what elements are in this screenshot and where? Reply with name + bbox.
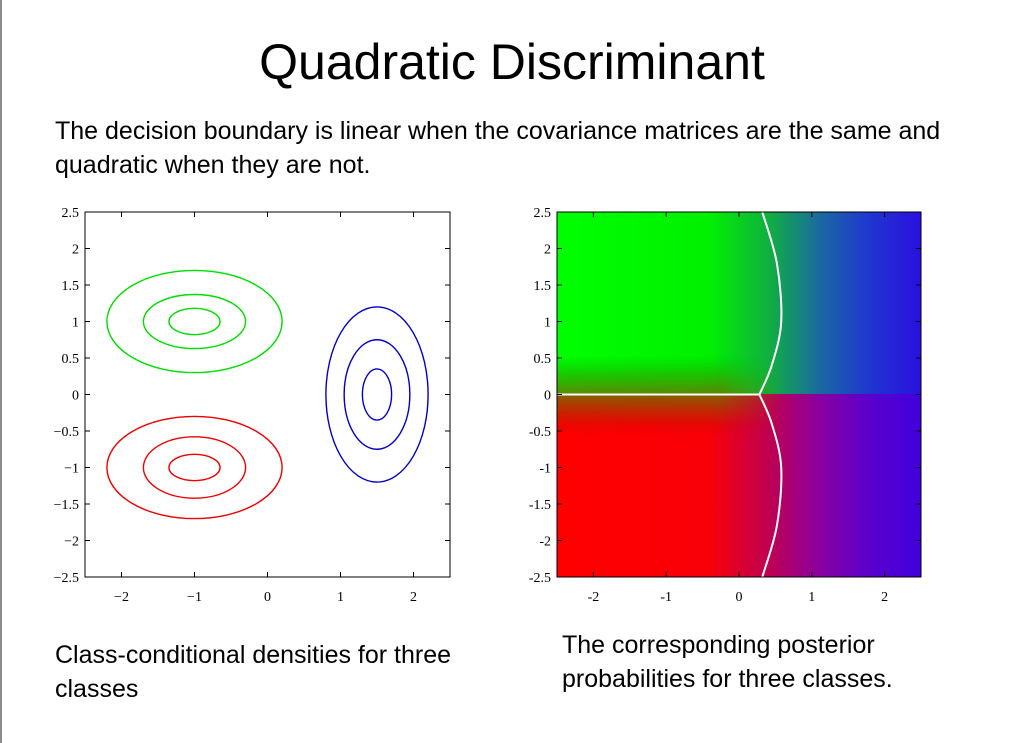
contour-class-3-level-2 — [343, 339, 411, 450]
y-tick-label: 1 — [544, 316, 551, 331]
caption-right: The corresponding posterior probabilitie… — [562, 631, 893, 693]
x-tick-label: 2 — [410, 590, 417, 605]
y-tick-label: 0.5 — [62, 352, 80, 367]
slide-title: Quadratic Discriminant — [259, 34, 765, 90]
contour-class-2-level-3 — [168, 453, 221, 482]
x-tick-label: −1 — [187, 590, 202, 605]
x-tick-label: −2 — [114, 590, 129, 605]
x-tick-label: 0 — [736, 590, 743, 605]
contour-plot: −2 −1 0 1 2 2.5 2 1.5 1 0.5 0 −0.5 −1 −1.5 −2 −2.5 — [54, 206, 451, 605]
contour-class-3-level-1 — [325, 306, 429, 483]
posterior-plot: -2 -1 0 1 2 2.5 2 1.5 1 0.5 0 -0.5 -1 -1.5 -2 -2.5 — [529, 206, 922, 605]
decision-boundary-2 — [758, 211, 783, 395]
y-tick-label: -0.5 — [529, 425, 551, 440]
y-tick-label: 1 — [72, 316, 79, 331]
x-tick-label: 0 — [264, 590, 271, 605]
posterior-heatmap — [557, 212, 921, 577]
contour-class-1-level-3 — [168, 307, 221, 336]
y-tick-label: -2.5 — [529, 571, 551, 586]
y-tick-label: −1.5 — [54, 498, 79, 513]
y-tick-label: 1.5 — [534, 279, 552, 294]
contour-class-2-level-2 — [142, 436, 247, 499]
decision-boundary-3 — [758, 394, 783, 578]
contour-class-1-level-2 — [142, 293, 247, 350]
y-tick-label: -1 — [539, 462, 551, 477]
contour-plot-frame — [84, 211, 451, 578]
x-tick-label: -1 — [660, 590, 672, 605]
x-tick-label: 1 — [808, 590, 815, 605]
slide-left-border — [0, 0, 2, 743]
y-tick-label: 2.5 — [62, 206, 80, 221]
x-tick-label: 2 — [881, 590, 888, 605]
caption-left: Class-conditional densities for three cl… — [55, 641, 452, 703]
y-tick-label: -2 — [539, 535, 551, 550]
y-tick-label: 2 — [72, 243, 79, 258]
y-tick-label: −2 — [64, 535, 79, 550]
contour-class-2-level-1 — [106, 415, 283, 520]
contour-class-1-level-1 — [106, 269, 283, 374]
y-tick-label: 2.5 — [534, 206, 552, 221]
x-tick-label: -2 — [588, 590, 600, 605]
y-tick-label: −2.5 — [54, 571, 79, 586]
y-tick-label: −1 — [64, 462, 79, 477]
y-tick-label: -1.5 — [529, 498, 551, 513]
y-tick-label: 0 — [72, 389, 79, 404]
x-tick-label: 1 — [337, 590, 344, 605]
y-tick-label: 2 — [544, 243, 551, 258]
intro-text: The decision boundary is linear when the… — [55, 117, 941, 179]
y-tick-label: 1.5 — [62, 279, 80, 294]
contour-class-3-level-3 — [361, 368, 393, 421]
y-tick-label: −0.5 — [54, 425, 79, 440]
y-tick-label: 0.5 — [534, 352, 552, 367]
y-tick-label: 0 — [544, 389, 551, 404]
